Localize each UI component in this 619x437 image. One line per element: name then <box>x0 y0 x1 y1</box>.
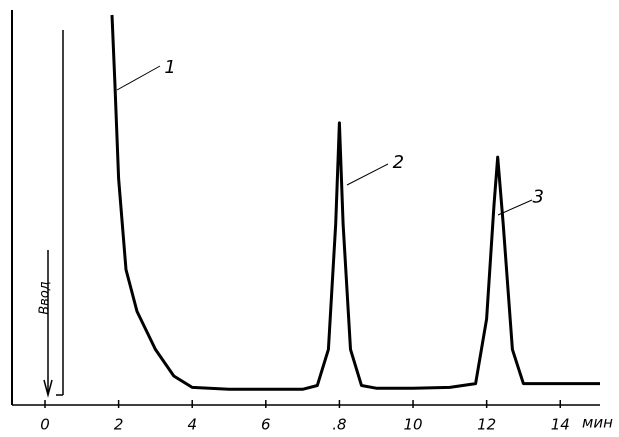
x-tick-label: 2 <box>114 416 124 434</box>
x-tick-label: 4 <box>187 416 197 434</box>
annotation: Ввод <box>38 281 53 315</box>
x-tick-label: .8 <box>332 416 346 434</box>
x-tick-label: 6 <box>261 416 271 434</box>
x-tick-label: 12 <box>477 416 496 434</box>
leader-line <box>346 163 389 186</box>
annotation: 1 <box>164 57 175 78</box>
injection-arrowhead <box>43 379 53 398</box>
x-tick-label: 0 <box>40 416 50 434</box>
leader-line <box>116 65 161 91</box>
annotation: 2 <box>393 152 404 173</box>
x-axis-label: мин <box>582 414 613 432</box>
x-tick-label: 10 <box>403 416 422 434</box>
x-tick-label: 14 <box>551 416 570 434</box>
chromatogram-line <box>110 14 600 391</box>
annotation: 3 <box>532 186 543 207</box>
